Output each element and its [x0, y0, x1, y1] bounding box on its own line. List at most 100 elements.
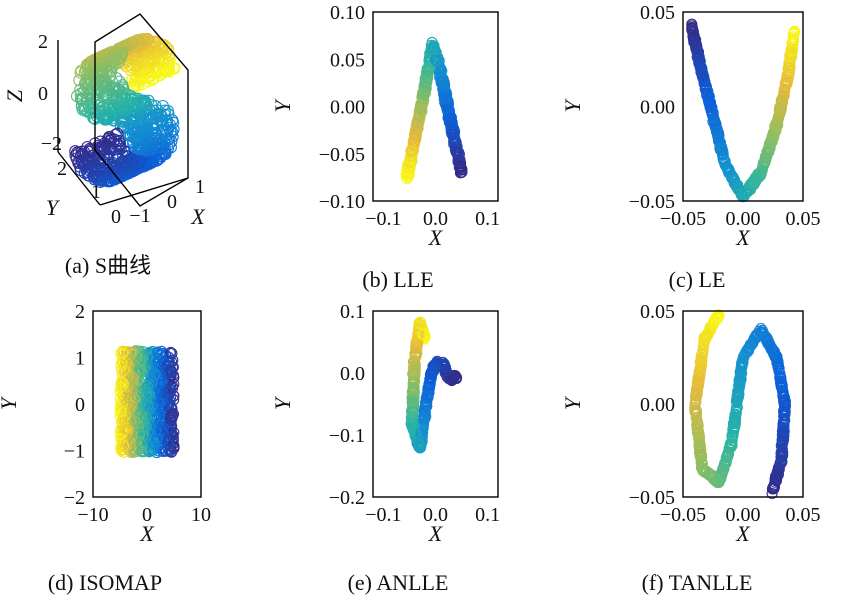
y-tick-label: −0.2: [329, 487, 365, 509]
scatter-point: [420, 76, 432, 88]
scatter-point: [428, 42, 440, 54]
scatter-point: [451, 146, 463, 158]
scatter-point: [403, 158, 415, 170]
y-tick-label: 2: [75, 301, 85, 323]
scatter-point: [132, 155, 146, 168]
y-tick-label: 1: [75, 348, 85, 370]
z-tick-label: −2: [41, 133, 62, 155]
x-axis-line: [99, 177, 189, 206]
scatter-point: [432, 56, 444, 68]
x-tick-label: −0.1: [365, 504, 401, 526]
scatter-point: [127, 153, 140, 166]
axes-frame: [372, 310, 499, 498]
y-tick-label: −1: [64, 441, 85, 463]
y-tick-label: 1: [91, 181, 101, 203]
scatter-point: [147, 73, 160, 86]
scatter-point: [140, 156, 153, 169]
scatter-point: [158, 39, 171, 52]
scatter-point: [420, 80, 432, 92]
x-tick-label: 0.05: [786, 208, 821, 230]
scatter-point: [141, 32, 154, 45]
scatter-point: [418, 89, 430, 101]
scatter-point: [165, 135, 178, 148]
scatter-point: [132, 92, 145, 105]
y-tick-label: 0.00: [640, 394, 675, 416]
scatter-point: [447, 132, 460, 144]
panel-d: 210−1−2−10010XY(d) ISOMAP: [0, 301, 211, 595]
scatter-points: [405, 316, 463, 454]
scatter-point: [441, 100, 453, 112]
scatter-point: [118, 145, 131, 158]
scatter-point: [431, 54, 443, 66]
scatter-point: [414, 109, 426, 121]
scatter-point: [417, 88, 429, 100]
scatter-point: [148, 36, 161, 49]
scatter-point: [423, 63, 435, 75]
z-tick-label: 2: [38, 31, 48, 53]
scatter-point: [455, 166, 467, 178]
panel-caption: (d) ISOMAP: [48, 570, 162, 595]
scatter-point: [424, 61, 436, 73]
scatter-point: [453, 148, 465, 160]
scatter-points: [689, 309, 791, 500]
y-tick-label: −0.1: [329, 425, 365, 447]
scatter-point: [425, 55, 437, 67]
y-tick-label: 0.0: [340, 363, 365, 385]
scatter-point: [151, 154, 164, 167]
scatter-point: [137, 94, 150, 107]
scatter-point: [411, 124, 423, 136]
scatter-point: [414, 103, 426, 115]
scatter-point: [114, 51, 128, 64]
z-axis-label: Z: [2, 89, 27, 102]
panel-caption: (c) LE: [669, 267, 726, 292]
scatter-point: [403, 161, 415, 173]
y-tick-label: 0: [111, 206, 121, 228]
scatter-point: [452, 147, 464, 159]
panel-caption: (a) S曲线: [65, 253, 151, 278]
scatter-point: [438, 90, 450, 102]
scatter-point: [442, 104, 454, 116]
x-tick-label: −1: [129, 205, 150, 227]
scatter-point: [110, 71, 123, 85]
y-tick-label: 0.05: [640, 2, 675, 24]
x-axis-label: X: [190, 204, 206, 229]
scatter-point: [448, 128, 460, 140]
scatter-point: [434, 68, 446, 80]
y-axis-label: Y: [270, 395, 295, 410]
y-tick-label: −0.05: [319, 144, 365, 166]
scatter-point: [420, 72, 432, 84]
x-tick-label: 0.05: [786, 504, 821, 526]
scatter-point: [414, 104, 427, 116]
y-axis-label: Y: [560, 395, 585, 410]
scatter-points: [400, 36, 468, 185]
scatter-point: [448, 136, 460, 148]
x-tick-label: 10: [191, 504, 211, 526]
x-axis-label: X: [139, 521, 155, 546]
scatter-point: [110, 148, 124, 161]
x-tick-label: −0.05: [660, 504, 706, 526]
panel-b: 0.10 0.05 0.00 −0.05 −0.10−0.1 0.0 0.1 X Y (b) LL…: [270, 2, 500, 292]
scatter-point: [406, 150, 418, 162]
scatter-point: [454, 160, 466, 172]
panel-caption: (b) LLE: [362, 267, 433, 292]
scatter-point: [446, 118, 458, 130]
panel-e: 0.10.0−0.1−0.2−0.1 0.0 0.1XY(e) ANLLE: [270, 301, 500, 595]
x-tick-label: 1: [195, 176, 205, 198]
y-tick-label: 0.00: [330, 97, 365, 119]
scatter-point: [406, 145, 418, 157]
panel-caption: (f) TANLLE: [642, 570, 753, 595]
scatter-point: [403, 169, 415, 181]
y-axis-label: Y: [46, 195, 61, 220]
x-axis-label: X: [735, 225, 751, 250]
scatter-point: [137, 32, 150, 46]
scatter-point: [113, 75, 126, 88]
scatter-point: [168, 62, 181, 75]
y-tick-label: 2: [57, 158, 67, 180]
y-tick-label: −0.10: [319, 191, 365, 213]
scatter-point: [161, 104, 174, 117]
x-tick-label: −0.05: [660, 208, 706, 230]
x-tick-label: 0.0: [423, 208, 448, 230]
